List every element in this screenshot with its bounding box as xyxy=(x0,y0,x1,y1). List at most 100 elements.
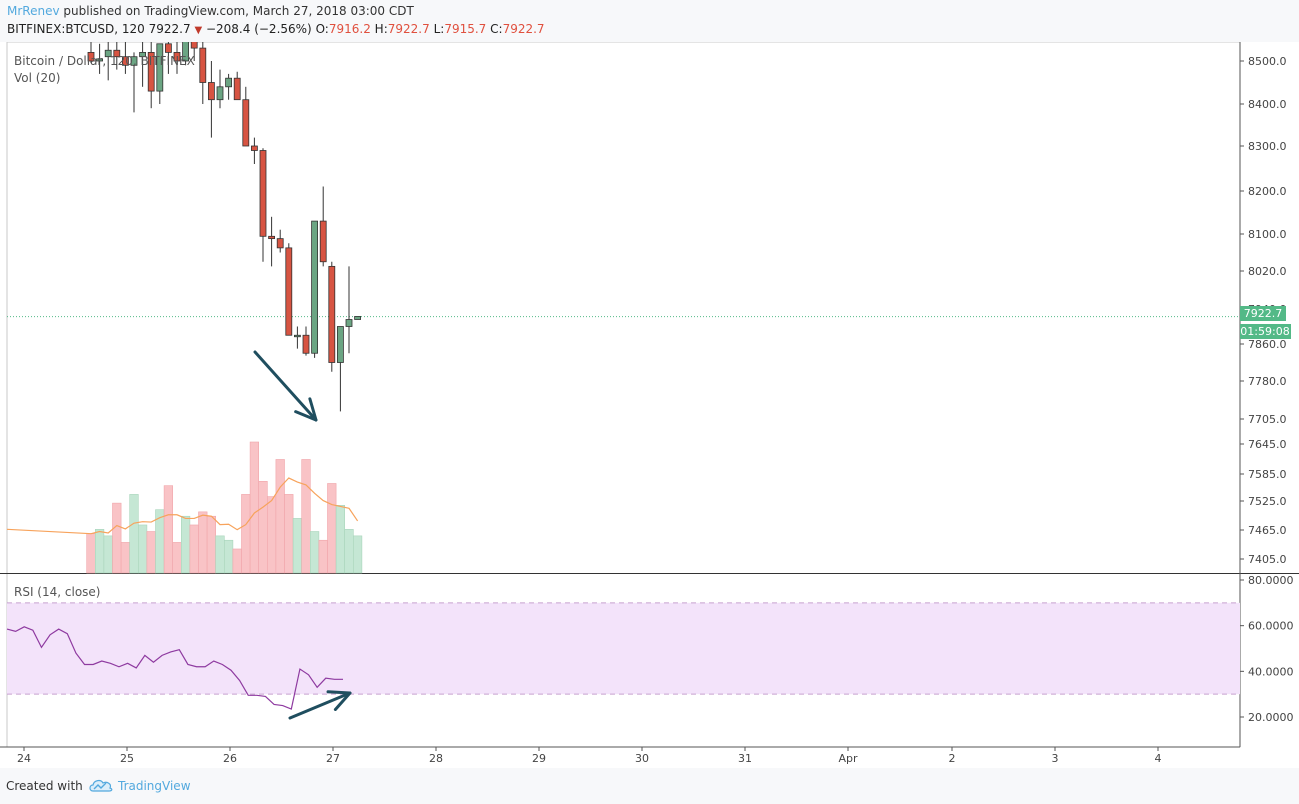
volume-ma-line xyxy=(6,477,359,535)
candle-body xyxy=(190,42,198,49)
volume-bar xyxy=(301,459,311,574)
volume-bar xyxy=(241,494,251,574)
volume-bar xyxy=(86,533,96,574)
candle-body xyxy=(173,51,181,62)
volume-bar xyxy=(292,518,303,574)
volume-bar xyxy=(224,539,234,574)
candle-body xyxy=(293,334,301,338)
publish-line: MrRenev published on TradingView.com, Ma… xyxy=(7,4,414,18)
price-down-arrow-head xyxy=(294,397,318,422)
price-tag: 7922.7 xyxy=(1244,307,1283,320)
ohlc-open: 7916.2 xyxy=(328,22,371,36)
pane-labels: Bitcoin / Dollar, 120, BITFINEX Vol (20)… xyxy=(14,54,195,599)
volume-pane-title: Vol (20) xyxy=(14,71,60,85)
candle-body xyxy=(233,77,241,101)
author-link[interactable]: MrRenev xyxy=(7,4,60,18)
volume-bar xyxy=(129,494,139,574)
candle-body xyxy=(207,82,215,101)
candle-body xyxy=(259,150,267,237)
volume-bar xyxy=(138,524,148,574)
down-triangle-icon: ▼ xyxy=(194,25,203,36)
created-with-label: Created with xyxy=(6,779,83,793)
price-tag-bg xyxy=(1240,306,1286,321)
grid xyxy=(0,42,1299,748)
y-tick-label: 8100.0 xyxy=(1248,228,1287,241)
candle-body xyxy=(199,47,207,83)
ohlc-high-label: H: xyxy=(374,22,388,36)
candle-body xyxy=(182,42,190,62)
volume-bar xyxy=(189,524,199,574)
tradingview-link[interactable]: TradingView xyxy=(118,779,191,793)
candle-body xyxy=(328,265,336,363)
volume-bar xyxy=(284,494,294,574)
x-tick-label: 31 xyxy=(738,752,752,765)
candle-body xyxy=(225,77,233,88)
rsi-tick-label: 60.0000 xyxy=(1248,620,1294,633)
x-tick-label: 25 xyxy=(120,752,134,765)
tradingview-cloud-icon[interactable] xyxy=(88,777,114,793)
ohlc-high: 7922.7 xyxy=(387,22,430,36)
countdown-bg xyxy=(1240,324,1291,339)
x-tick-label: 28 xyxy=(429,752,443,765)
symbol-line: BITFINEX:BTCUSD, 120 7922.7 ▼ −208.4 (−2… xyxy=(7,22,545,36)
candle-body xyxy=(164,43,172,53)
candle-body xyxy=(302,334,310,354)
volume-bar xyxy=(275,459,285,574)
y-tick-label: 7405.0 xyxy=(1248,553,1287,566)
countdown-label: 01:59:08 xyxy=(1240,325,1289,338)
y-tick-label: 8400.0 xyxy=(1248,98,1287,111)
candle-body xyxy=(147,51,155,92)
candle-body xyxy=(345,319,353,327)
x-tick-label: 24 xyxy=(17,752,31,765)
ohlc-close: 7922.7 xyxy=(502,22,545,36)
ohlc-close-label: C: xyxy=(490,22,503,36)
symbol-label: BITFINEX:BTCUSD, 120 xyxy=(7,22,145,36)
y-tick-label: 7860.0 xyxy=(1248,338,1287,351)
candle-body xyxy=(319,220,327,263)
y-tick-label: 7780.0 xyxy=(1248,375,1287,388)
candle-body xyxy=(268,235,276,240)
candle-body xyxy=(87,51,95,62)
volume-bar xyxy=(327,483,337,574)
candle-body xyxy=(104,49,112,58)
main-pane-title: Bitcoin / Dollar, 120, BITFINEX xyxy=(14,54,195,68)
candles[interactable] xyxy=(87,42,362,412)
ohlc-low: 7915.7 xyxy=(444,22,487,36)
candle-body xyxy=(354,316,362,320)
volume-bar xyxy=(120,542,130,574)
rsi-band xyxy=(7,602,1240,695)
volume-bar xyxy=(112,502,122,574)
x-tick-label: 27 xyxy=(326,752,340,765)
y-tick-label: 7705.0 xyxy=(1248,413,1287,426)
ohlc-open-label: O: xyxy=(315,22,329,36)
ohlc-low-label: L: xyxy=(433,22,445,36)
x-tick-label: 2 xyxy=(949,752,956,765)
y-tick-label: 8020.0 xyxy=(1248,265,1287,278)
rsi-tick-label: 80.0000 xyxy=(1248,574,1294,587)
rsi-tick-label: 40.0000 xyxy=(1248,665,1294,678)
x-tick-label: 29 xyxy=(532,752,546,765)
x-tick-label: Apr xyxy=(838,752,858,765)
volume-bar xyxy=(103,535,113,574)
y-tick-label: 7465.0 xyxy=(1248,524,1287,537)
y-tick-label: 8300.0 xyxy=(1248,140,1287,153)
candle-body xyxy=(216,86,224,101)
rsi-pane xyxy=(6,602,1240,710)
price-down-arrow xyxy=(253,350,318,422)
y-tick-label: 7585.0 xyxy=(1248,468,1287,481)
volume-bar xyxy=(163,485,174,574)
y-tick-label: 7645.0 xyxy=(1248,438,1287,451)
volume-bar xyxy=(172,542,182,574)
candle-body xyxy=(242,99,250,147)
candle-body xyxy=(285,247,293,336)
chart-canvas[interactable]: 8500.08400.08300.08200.08100.08020.07940… xyxy=(0,42,1299,768)
chart-footer: Created with TradingView xyxy=(0,768,1299,804)
volume-bar xyxy=(344,529,354,574)
volume-bars xyxy=(6,441,363,574)
volume-bar xyxy=(309,531,320,574)
y-tick-label: 7525.0 xyxy=(1248,495,1287,508)
y-tick-label: 8200.0 xyxy=(1248,185,1287,198)
volume-bar xyxy=(206,515,217,574)
volume-bar xyxy=(146,531,156,574)
annotation-arrows[interactable] xyxy=(253,350,352,720)
